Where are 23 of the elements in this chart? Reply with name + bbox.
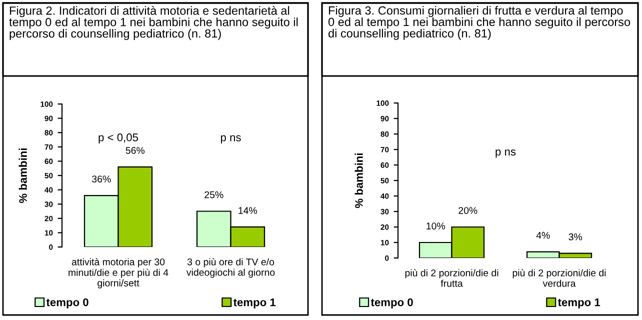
x-tick-label: 3 o più ore di TV e/o videogiochi al giorno xyxy=(186,258,275,278)
x-tick-label: più di 2 porzioni/die di frutta xyxy=(405,269,498,287)
data-label: 4% xyxy=(536,232,550,239)
legend-label: tempo 1 xyxy=(558,298,600,308)
x-tick-label: più di 2 porzioni/die di verdura xyxy=(512,269,606,287)
chart-title: Figura 3. Consumi giornalieri di frutta e verdura al tempo 0 ed al tempo 1 nei bambini che hanno seguito il percorso di counselling pediatrico (n. 81) xyxy=(328,6,630,40)
data-label: 14% xyxy=(238,207,258,214)
annotation: p < 0,05 xyxy=(98,133,138,144)
data-label: 25% xyxy=(204,191,224,198)
data-label: 3% xyxy=(568,233,582,240)
y-axis-title: % bambini xyxy=(18,148,27,204)
annotation: p ns xyxy=(496,149,516,158)
x-tick-label: attività motoria per 30 minuti/die e per più di 4 giorni/sett xyxy=(68,258,168,288)
data-label: 20% xyxy=(458,207,478,214)
annotation: p ns xyxy=(220,135,241,144)
data-label: 56% xyxy=(126,147,145,154)
chart-title: Figura 2. Indicatori di attività motoria e sedentarietà al tempo 0 ed al tempo 1 nei bambini che hanno seguito il percorso di counselling pediatrico (n. 81) xyxy=(9,6,298,40)
data-label: 36% xyxy=(92,176,111,182)
data-label: 10% xyxy=(426,222,446,230)
legend-label: tempo 0 xyxy=(370,298,413,308)
legend-label: tempo 1 xyxy=(233,298,276,308)
legend-label: tempo 0 xyxy=(46,298,88,308)
y-axis-title: % bambini xyxy=(354,154,363,208)
